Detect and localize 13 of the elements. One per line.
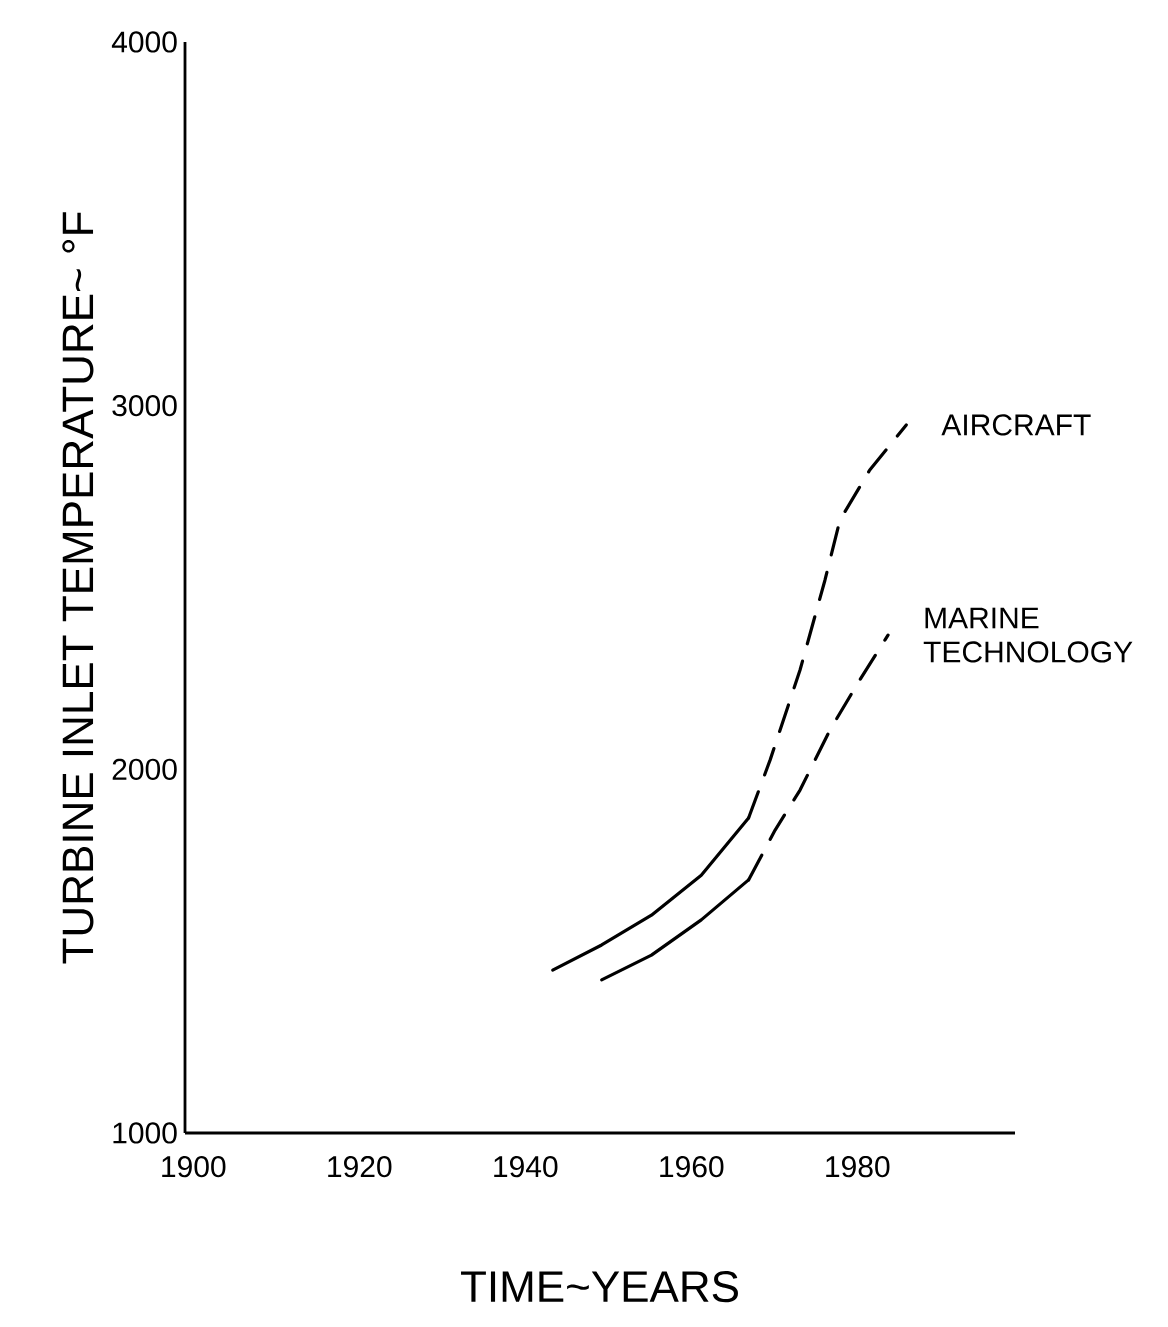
y-axis-title: TURBINE INLET TEMPERATURE~ °F bbox=[62, 212, 94, 964]
x-tick-label: 1900 bbox=[162, 1156, 226, 1178]
series-label: AIRCRAFT bbox=[941, 414, 1091, 436]
y-tick-label: 1000 bbox=[113, 1122, 177, 1144]
y-tick-label: 3000 bbox=[112, 395, 177, 417]
series-label: MARINE TECHNOLOGY bbox=[923, 607, 1133, 663]
x-axis-title: TIME~YEARS bbox=[461, 1271, 738, 1303]
x-tick-label: 1980 bbox=[826, 1156, 890, 1178]
x-tick-label: 1940 bbox=[494, 1156, 558, 1178]
y-tick-label: 2000 bbox=[112, 758, 177, 780]
x-tick-label: 1960 bbox=[660, 1156, 724, 1178]
x-tick-label: 1920 bbox=[328, 1156, 392, 1178]
y-tick-label: 4000 bbox=[111, 31, 177, 53]
